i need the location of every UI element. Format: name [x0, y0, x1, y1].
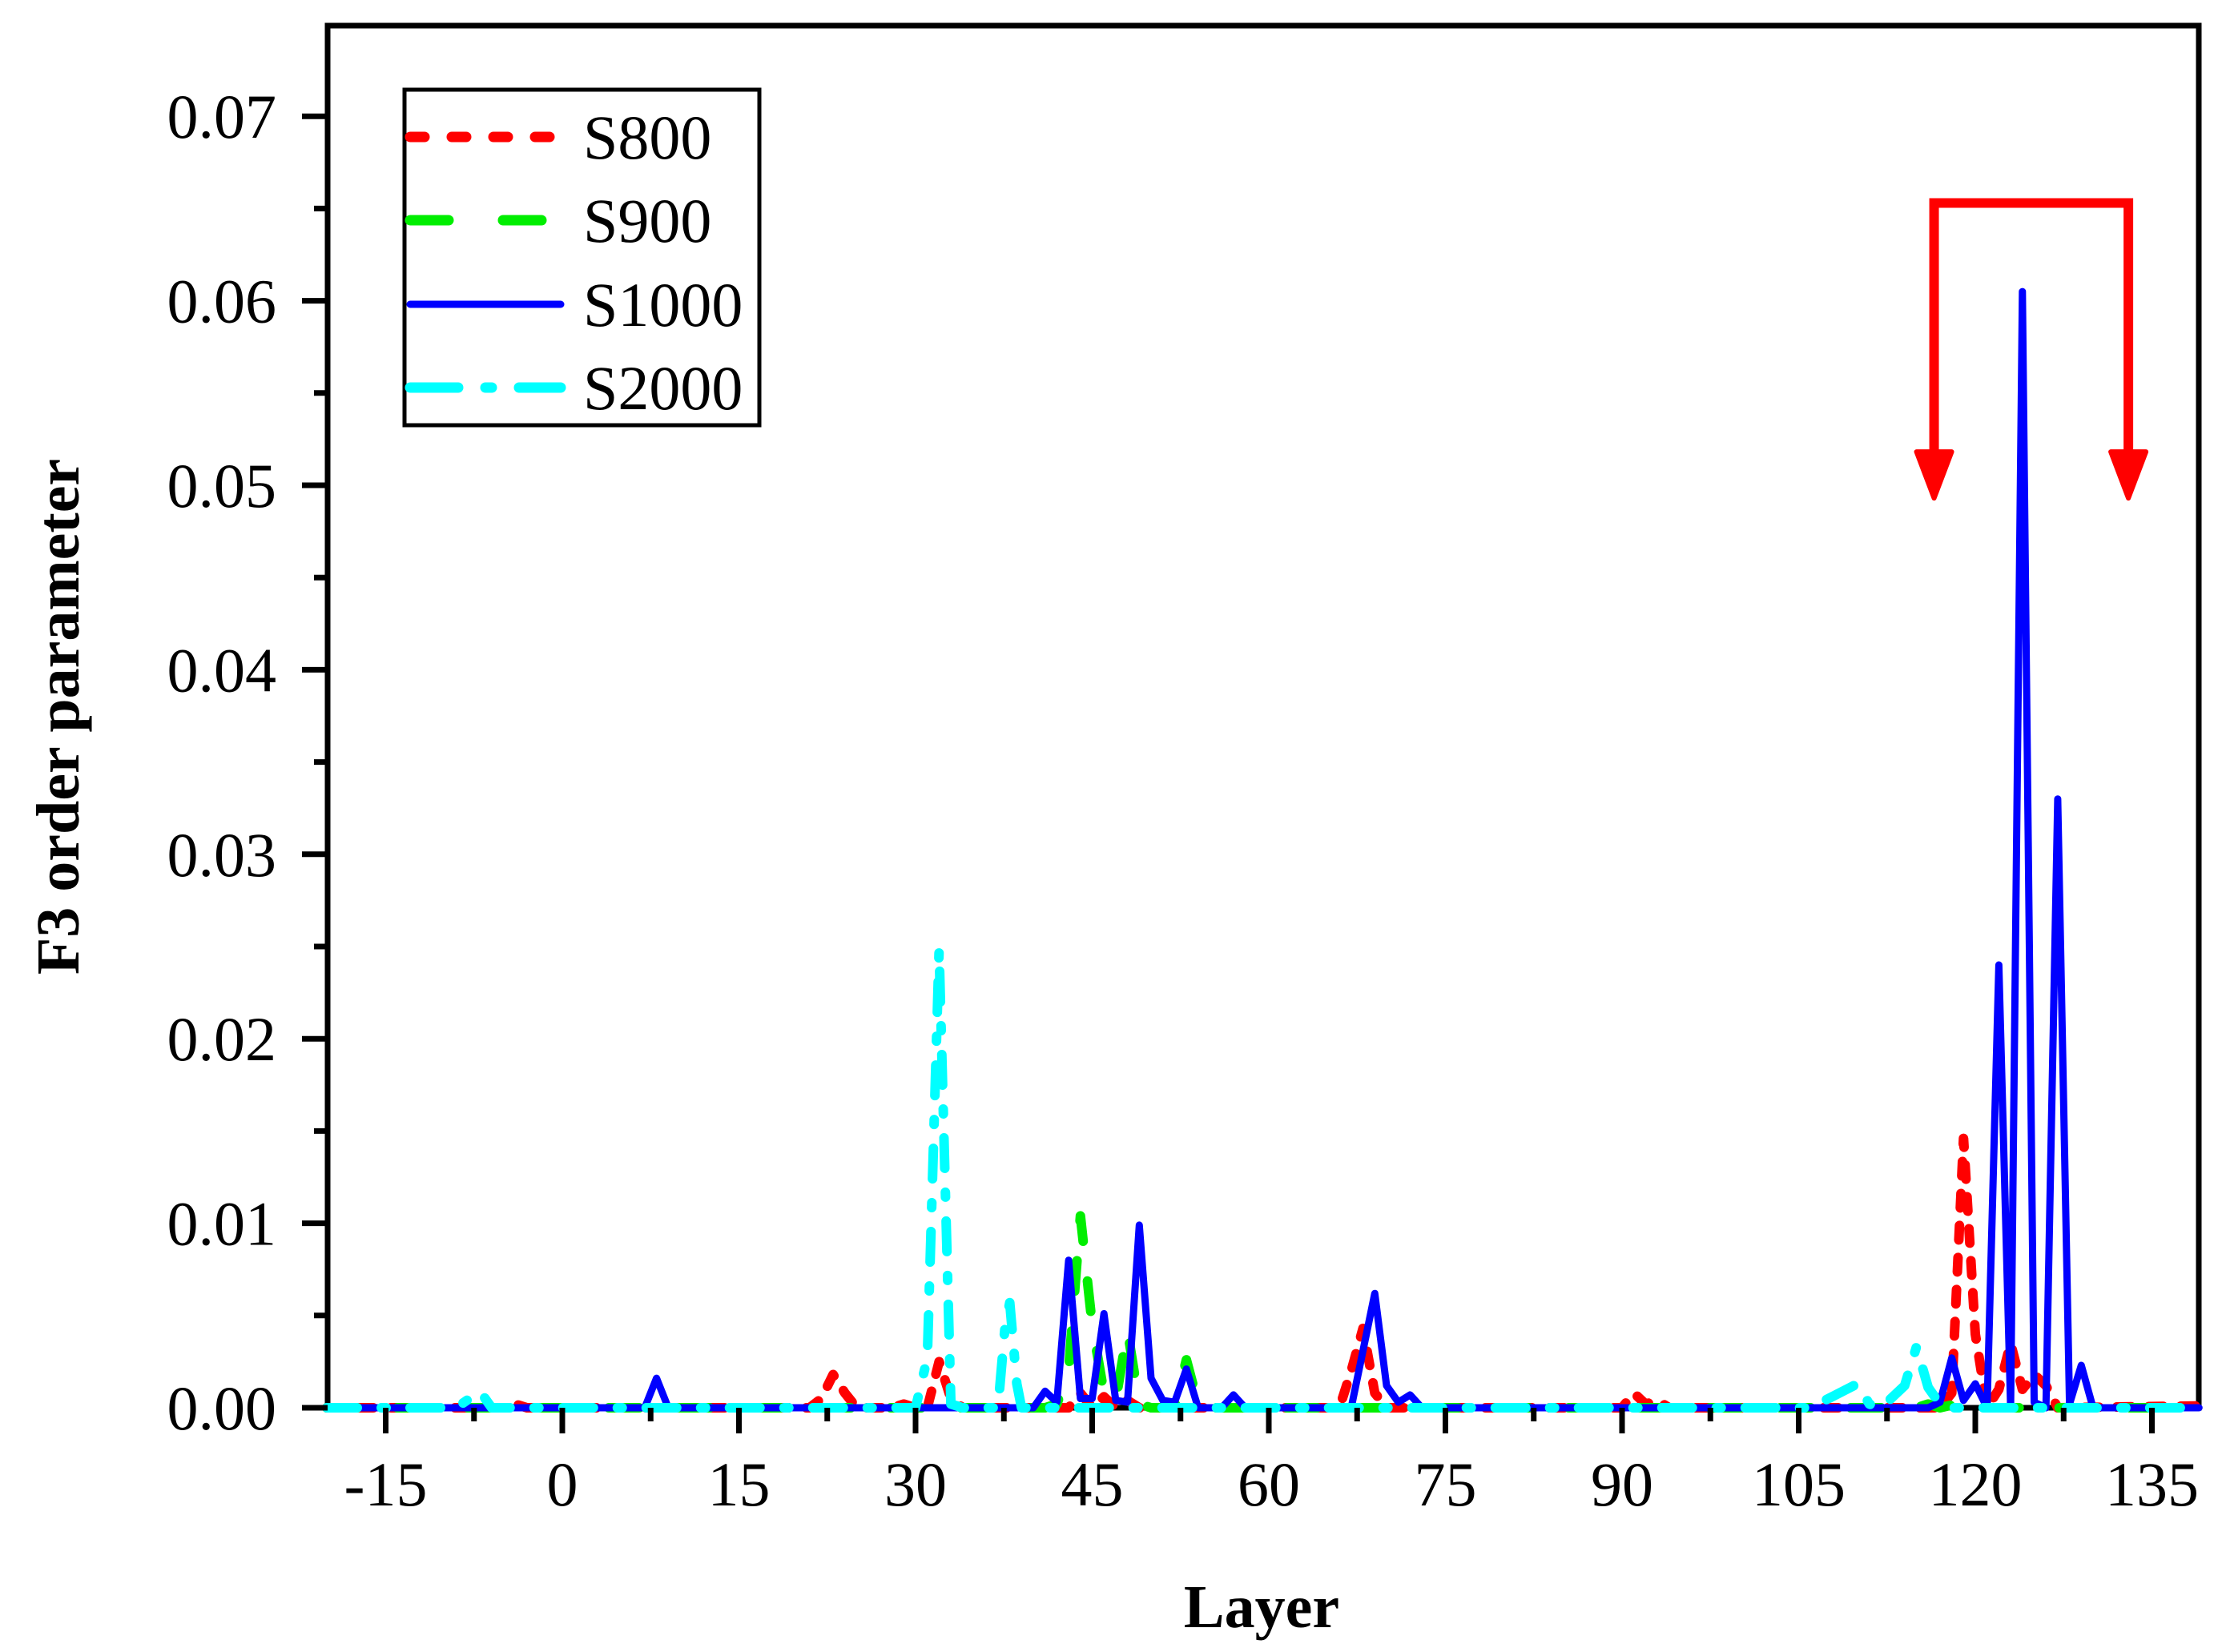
y-tick-label: 0.00 [167, 1373, 277, 1443]
series-layer [322, 287, 2204, 1413]
y-axis-title: F3 order parameter [25, 459, 92, 975]
x-tick-label: 30 [884, 1449, 947, 1519]
down-arrow-icon [1914, 449, 1954, 501]
x-tick-label: 75 [1415, 1449, 1477, 1519]
x-tick-label: 60 [1238, 1449, 1300, 1519]
x-tick-label: 90 [1591, 1449, 1653, 1519]
legend-label-s2000: S2000 [583, 353, 743, 423]
legend-box [402, 87, 762, 428]
x-axis-ticks: -15 0 15 30 45 60 75 90 105 120 135 [344, 1408, 2199, 1519]
x-tick-label: 0 [547, 1449, 578, 1519]
y-tick-label: 0.02 [167, 1004, 277, 1074]
x-tick-label: 135 [2105, 1449, 2199, 1519]
legend-label-s1000: S1000 [583, 270, 743, 340]
down-arrow-icon [2108, 449, 2149, 501]
x-tick-label: 105 [1752, 1449, 1846, 1519]
legend: S800 S900 S1000 S2000 [402, 87, 762, 428]
y-tick-label: 0.07 [167, 82, 277, 151]
y-tick-label: 0.06 [167, 267, 277, 336]
x-tick-label: 15 [708, 1449, 771, 1519]
y-axis-ticks: 0.00 0.01 0.02 0.03 0.04 0.05 0.06 0.07 [167, 82, 328, 1443]
y-tick-label: 0.05 [167, 451, 277, 521]
x-tick-label: -15 [344, 1449, 428, 1519]
series-s2000-line [322, 945, 2204, 1413]
y-tick-label: 0.01 [167, 1189, 277, 1259]
legend-label-s900: S900 [583, 186, 711, 255]
y-tick-label: 0.04 [167, 635, 277, 705]
x-tick-label: 45 [1061, 1449, 1124, 1519]
x-axis-title: Layer [1184, 1574, 1339, 1641]
annotation-layer [1914, 198, 2149, 501]
x-tick-label: 120 [1929, 1449, 2023, 1519]
y-tick-label: 0.03 [167, 820, 277, 890]
bracket-arrow-line [1929, 198, 2134, 459]
legend-label-s800: S800 [583, 102, 711, 172]
